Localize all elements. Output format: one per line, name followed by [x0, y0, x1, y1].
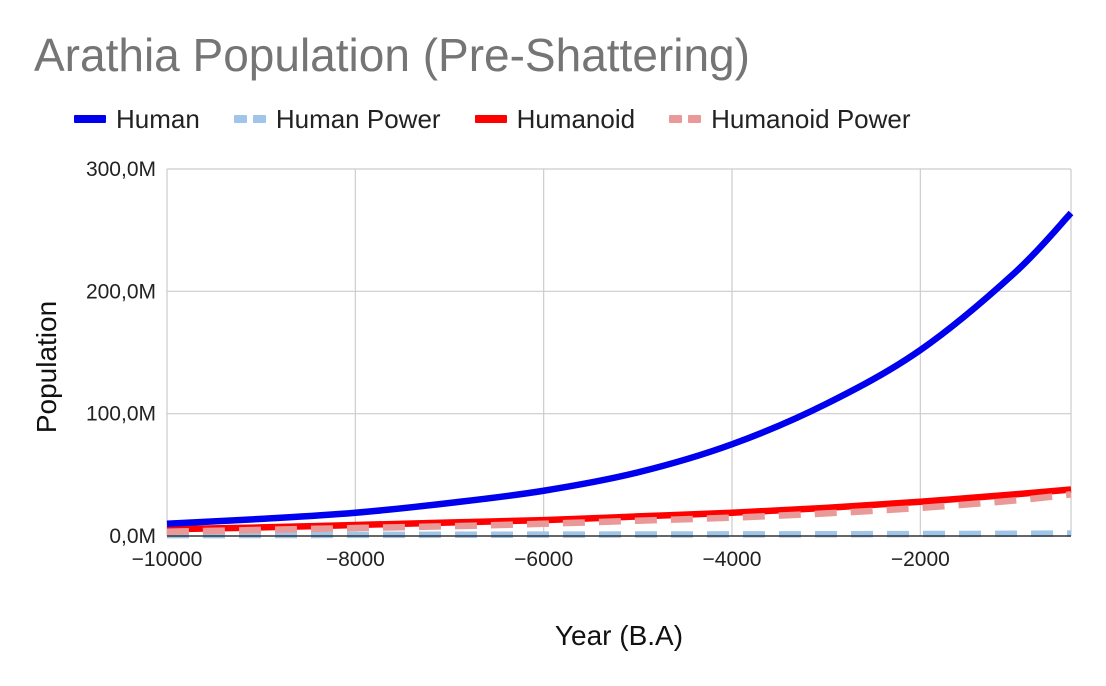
- y-tick-label: 200,0M: [86, 280, 156, 303]
- series-line-humanoid-power: [166, 491, 1072, 535]
- legend-item-humanoid-power: Humanoid Power: [669, 103, 911, 135]
- series-line-human: [166, 210, 1074, 528]
- axes: 0,0M 100,0M 200,0M 300,0M −10000 −8000 −6000 −4…: [86, 158, 1071, 571]
- y-tick-label: 300,0M: [86, 158, 156, 181]
- legend-label-human: Human: [116, 103, 200, 134]
- chart-title: Arathia Population (Pre-Shattering): [34, 29, 750, 81]
- legend-swatch-humanoid: [474, 115, 507, 123]
- x-tick-label: −4000: [703, 548, 762, 571]
- series-line-human-power: [166, 530, 1072, 539]
- legend-swatch-human-power: [233, 115, 266, 123]
- y-tick-label: 100,0M: [86, 403, 156, 426]
- legend-item-human: Human: [74, 104, 200, 135]
- series-lines: [166, 210, 1074, 539]
- y-axis-title: Population: [31, 301, 62, 433]
- legend-item-humanoid: Humanoid: [474, 103, 636, 135]
- legend-label-humanoid: Humanoid: [516, 103, 636, 134]
- grid-lines: [166, 168, 1072, 536]
- chart-legend: Human Human Power Humanoid Humanoid Powe…: [74, 104, 945, 134]
- x-axis-title: Year (B.A): [555, 620, 683, 651]
- y-tick-label: 0,0M: [109, 525, 156, 548]
- x-tick-label: −2000: [891, 548, 950, 571]
- x-tick-label: −10000: [132, 548, 203, 571]
- legend-swatch-humanoid-power: [669, 115, 702, 123]
- x-tick-label: −6000: [514, 548, 573, 571]
- legend-label-humanoid-power: Humanoid Power: [711, 103, 911, 134]
- legend-item-human-power: Human Power: [233, 103, 441, 135]
- x-tick-label: −8000: [326, 548, 385, 571]
- legend-swatch-human: [74, 115, 106, 123]
- legend-label-human-power: Human Power: [275, 103, 441, 134]
